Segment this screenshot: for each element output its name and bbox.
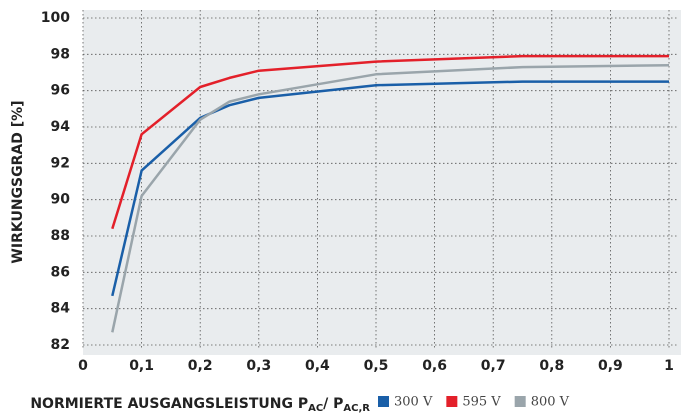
y-tick-label: 84 bbox=[51, 301, 71, 317]
line bbox=[111, 80, 669, 297]
legend-label: 800 V bbox=[531, 395, 570, 410]
legend-swatch bbox=[378, 396, 389, 407]
x-tick-label: 0,1 bbox=[129, 358, 154, 374]
y-tick-label: 100 bbox=[41, 10, 70, 26]
y-tick-label: 88 bbox=[51, 228, 70, 244]
y-tick-label: 96 bbox=[51, 83, 70, 99]
x-tick-label: 0,4 bbox=[305, 358, 330, 374]
x-axis-label: NORMIERTE AUSGANGSLEISTUNG PAC/ PAC,R bbox=[30, 396, 370, 414]
x-tick-label: 0,6 bbox=[422, 358, 447, 374]
x-tick-label: 0,7 bbox=[481, 358, 506, 374]
x-tick-label: 0,9 bbox=[598, 358, 623, 374]
x-tick-label: 0,5 bbox=[364, 358, 389, 374]
y-tick-label: 86 bbox=[51, 264, 70, 280]
legend-label: 595 V bbox=[462, 395, 501, 410]
legend-swatch bbox=[446, 396, 458, 407]
line bbox=[111, 63, 670, 333]
x-tick-label: 1 bbox=[664, 358, 674, 374]
y-tick-label: 94 bbox=[51, 119, 71, 135]
y-axis-label: WIRKUNGSGRAD [%] bbox=[10, 100, 26, 263]
x-tick-label: 0,2 bbox=[188, 358, 213, 374]
legend-label: 300 V bbox=[394, 395, 433, 410]
y-tick-label: 82 bbox=[51, 337, 70, 353]
x-tick-label: 0,8 bbox=[539, 358, 564, 374]
subscript: AC bbox=[308, 403, 323, 414]
y-tick-label: 90 bbox=[51, 192, 71, 208]
x-tick-label: 0 bbox=[78, 358, 88, 374]
subscript: AC,R bbox=[343, 403, 370, 414]
y-tick-label: 92 bbox=[51, 155, 70, 171]
label-part: / P bbox=[323, 396, 343, 412]
y-tick-label: 98 bbox=[51, 46, 70, 62]
line bbox=[111, 54, 669, 230]
label-part: NORMIERTE AUSGANGSLEISTUNG P bbox=[30, 396, 308, 412]
x-tick-label: 0,3 bbox=[246, 358, 271, 374]
legend-swatch bbox=[514, 396, 526, 407]
